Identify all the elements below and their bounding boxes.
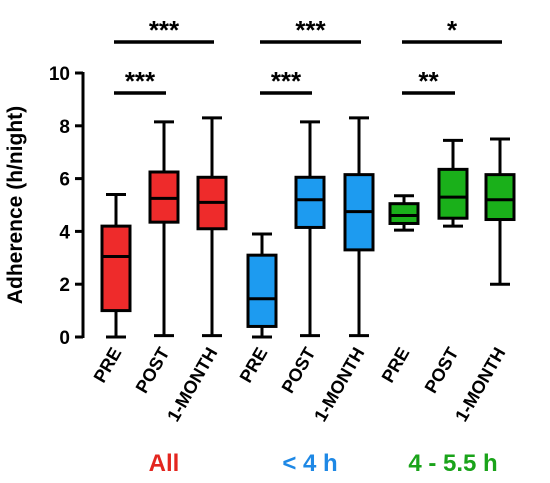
x-category-label: POST — [421, 344, 463, 396]
significance-stars: *** — [149, 15, 180, 45]
significance-marker: *** — [260, 15, 361, 45]
significance-marker: *** — [114, 66, 166, 96]
group-label: < 4 h — [282, 450, 337, 477]
box-iqr — [388, 202, 420, 225]
x-category-label: POST — [132, 344, 174, 396]
box-series — [100, 116, 516, 339]
box-0-0 — [100, 192, 132, 339]
significance-stars: *** — [125, 66, 156, 96]
x-category-label: PRE — [90, 344, 126, 386]
y-axis-label: Adherence (h/night) — [4, 106, 27, 304]
box-1-0 — [246, 232, 278, 339]
significance-marker: * — [402, 15, 502, 45]
box-2-0 — [388, 194, 420, 232]
y-tick-label: 8 — [59, 117, 70, 138]
significance-annotations: *************** — [114, 15, 502, 96]
box-2-2 — [484, 137, 516, 286]
box-1-1 — [294, 120, 326, 338]
significance-stars: *** — [295, 15, 326, 45]
box-2-1 — [437, 138, 469, 228]
box-iqr — [246, 253, 278, 328]
group-labels: All < 4 h 4 - 5.5 h — [149, 450, 498, 477]
x-category-label: PRE — [378, 344, 414, 386]
y-tick-label: 4 — [59, 222, 70, 243]
x-category-label: PRE — [236, 344, 272, 386]
significance-stars: ** — [418, 66, 439, 96]
box-0-1 — [148, 120, 180, 338]
y-tick-label: 10 — [49, 64, 70, 85]
x-category-label: POST — [278, 344, 320, 396]
box-iqr — [484, 173, 516, 222]
box-0-2 — [196, 116, 228, 338]
significance-marker: *** — [114, 15, 214, 45]
significance-stars: * — [447, 15, 458, 45]
y-tick-label: 0 — [59, 328, 70, 349]
significance-marker: *** — [260, 66, 312, 96]
box-iqr — [437, 167, 469, 220]
box-iqr — [294, 175, 326, 229]
y-tick-label: 6 — [59, 170, 70, 191]
box-1-2 — [343, 116, 375, 338]
group-label: 4 - 5.5 h — [408, 450, 497, 477]
group-label: All — [149, 450, 180, 477]
x-category-label: 1-MONTH — [310, 344, 368, 425]
y-axis: 0 2 4 6 8 10 — [49, 64, 85, 349]
box-iqr — [100, 224, 132, 313]
significance-stars: *** — [271, 66, 302, 96]
significance-marker: ** — [402, 66, 455, 96]
y-tick-label: 2 — [59, 275, 70, 296]
